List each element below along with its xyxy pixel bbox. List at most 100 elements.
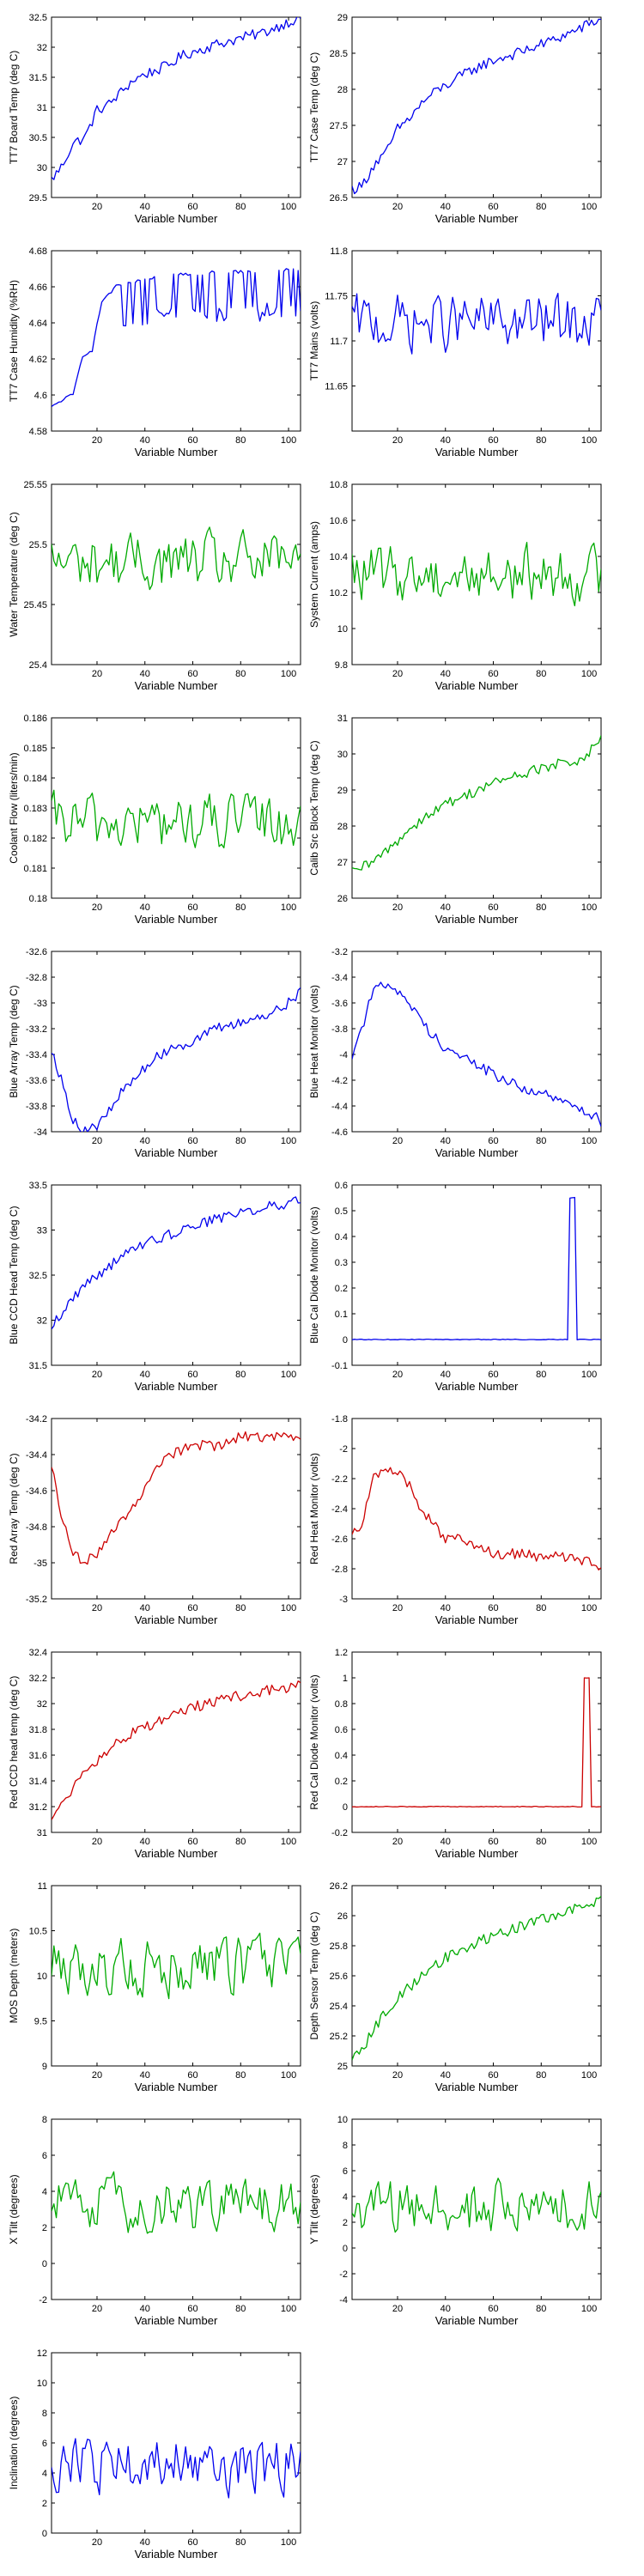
series-line-depth-sensor-temp <box>352 1895 601 2061</box>
x-tick-label: 60 <box>488 1837 498 1847</box>
y-axis-label: Blue Heat Monitor (volts) <box>308 985 320 1098</box>
x-tick-label: 100 <box>581 1837 597 1847</box>
x-tick-label: 40 <box>140 902 150 913</box>
x-tick-label: 60 <box>488 2070 498 2081</box>
y-tick-label: 4.66 <box>29 283 47 293</box>
y-axis-label: TT7 Case Temp (deg C) <box>308 52 320 163</box>
y-tick-label: 27.5 <box>330 121 348 131</box>
chart-tt7-mains: 20 40 60 80 100 11.65 11.7 11.75 11.8 Variable Nu… <box>308 246 602 459</box>
x-tick-label: 80 <box>235 2304 246 2314</box>
x-tick-label: 80 <box>235 2537 246 2548</box>
y-tick-label: 29.5 <box>29 193 47 204</box>
x-axis-label: Variable Number <box>135 913 218 926</box>
y-axis-label: MOS Depth (meters) <box>8 1929 20 2024</box>
y-tick-label: 8 <box>343 2141 348 2151</box>
series-line-blue-heat-monitor <box>352 981 601 1127</box>
y-tick-label: 32.5 <box>29 1271 47 1281</box>
y-axis-label: Water Temperature (deg C) <box>8 512 20 636</box>
x-tick-label: 20 <box>92 2537 102 2548</box>
y-tick-label: 32 <box>37 1316 47 1327</box>
x-tick-label: 60 <box>187 202 197 212</box>
x-tick-label: 40 <box>140 1136 150 1146</box>
plot-frame <box>351 16 602 198</box>
y-tick-label: 4 <box>42 2469 47 2479</box>
y-tick-label: -3 <box>339 1595 348 1605</box>
y-tick-label: 4.68 <box>29 246 47 257</box>
y-tick-label: 0.2 <box>335 1777 348 1787</box>
x-tick-label: 100 <box>281 1370 296 1380</box>
y-tick-label: 0.18 <box>29 894 47 904</box>
x-tick-label: 40 <box>140 2537 150 2548</box>
x-tick-label: 100 <box>581 1370 597 1380</box>
y-axis-label: Red Cal Diode Monitor (volts) <box>308 1674 320 1809</box>
x-tick-label: 100 <box>281 202 296 212</box>
y-tick-label: 0.5 <box>335 1206 348 1217</box>
x-tick-label: 20 <box>92 1603 102 1613</box>
x-axis-label: Variable Number <box>135 1847 218 1860</box>
x-axis-label: Variable Number <box>435 1847 519 1860</box>
x-tick-label: 20 <box>392 202 403 212</box>
x-axis-label: Variable Number <box>435 2081 519 2093</box>
chart-system-current: 20 40 60 80 100 9.8 10 10.2 10.4 10.6 10.8 Variable… <box>308 480 602 692</box>
series-line-tt7-board-temp <box>52 17 301 180</box>
y-tick-label: 0 <box>42 2529 47 2539</box>
y-tick-label: 29 <box>337 786 348 796</box>
y-tick-label: -1.8 <box>331 1414 348 1425</box>
x-tick-label: 60 <box>187 2070 197 2081</box>
y-tick-label: 25.8 <box>330 1941 348 1952</box>
y-tick-label: -34.4 <box>26 1450 47 1461</box>
x-tick-label: 100 <box>581 1603 597 1613</box>
y-tick-label: 31.6 <box>29 1751 47 1761</box>
y-tick-label: 0 <box>42 2259 47 2269</box>
x-tick-label: 100 <box>581 2304 597 2314</box>
x-tick-label: 40 <box>140 202 150 212</box>
y-tick-label: -3.8 <box>331 1024 348 1035</box>
x-tick-label: 20 <box>392 1136 403 1146</box>
y-tick-label: 30 <box>37 163 47 173</box>
plot-frame <box>51 1651 301 1833</box>
x-tick-label: 80 <box>235 1136 246 1146</box>
x-tick-label: 100 <box>281 2537 296 2548</box>
x-axis-label: Variable Number <box>435 446 519 459</box>
y-tick-label: -2.6 <box>331 1534 348 1545</box>
x-tick-label: 20 <box>392 669 403 679</box>
plot-frame <box>351 1651 602 1833</box>
plot-frame <box>351 717 602 899</box>
y-tick-label: -4.2 <box>331 1076 348 1086</box>
y-tick-label: 30.5 <box>29 133 47 143</box>
chart-blue-cal-diode-monitor: 20 40 60 80 100 -0.1 0 0.1 0.2 0.3 0.4 0.5 0.6 Variab… <box>308 1181 602 1393</box>
x-axis-label: Variable Number <box>435 1380 519 1393</box>
x-tick-label: 80 <box>235 1603 246 1613</box>
y-tick-label: 26.5 <box>330 193 348 204</box>
x-tick-label: 80 <box>235 1837 246 1847</box>
y-tick-label: 9.5 <box>34 2017 47 2027</box>
y-tick-label: -35 <box>33 1558 47 1569</box>
y-tick-label: 4.58 <box>29 427 47 437</box>
y-axis-label: TT7 Case Humidity (%RH) <box>8 280 20 402</box>
y-tick-label: 0.4 <box>335 1232 348 1242</box>
x-tick-label: 60 <box>488 669 498 679</box>
x-tick-label: 40 <box>440 1603 451 1613</box>
plot-frame <box>51 951 301 1133</box>
chart-coolant-flow: 20 40 60 80 100 0.18 0.181 0.182 0.183 0.184 0.185… <box>8 714 301 926</box>
plot-frame <box>51 250 301 432</box>
y-axis-label: Blue CCD Head Temp (deg C) <box>8 1206 20 1344</box>
x-tick-label: 40 <box>440 669 451 679</box>
x-tick-label: 80 <box>536 1370 546 1380</box>
x-tick-label: 40 <box>440 2304 451 2314</box>
plot-frame <box>351 1885 602 2067</box>
x-tick-label: 40 <box>440 902 451 913</box>
x-tick-label: 40 <box>140 1837 150 1847</box>
x-tick-label: 100 <box>581 902 597 913</box>
y-axis-label: TT7 Board Temp (deg C) <box>8 51 20 165</box>
x-tick-label: 20 <box>92 1837 102 1847</box>
y-tick-label: 25.2 <box>330 2032 348 2042</box>
y-tick-label: -32.8 <box>26 973 47 983</box>
y-axis-label: Blue Cal Diode Monitor (volts) <box>308 1206 320 1343</box>
y-tick-label: 26.2 <box>330 1881 348 1892</box>
y-tick-label: 0.186 <box>23 714 47 724</box>
y-tick-label: -3.4 <box>331 973 348 983</box>
y-axis-label: Y Tilt (degrees) <box>308 2174 320 2244</box>
x-tick-label: 40 <box>140 435 150 446</box>
y-tick-label: 6 <box>42 2439 47 2449</box>
